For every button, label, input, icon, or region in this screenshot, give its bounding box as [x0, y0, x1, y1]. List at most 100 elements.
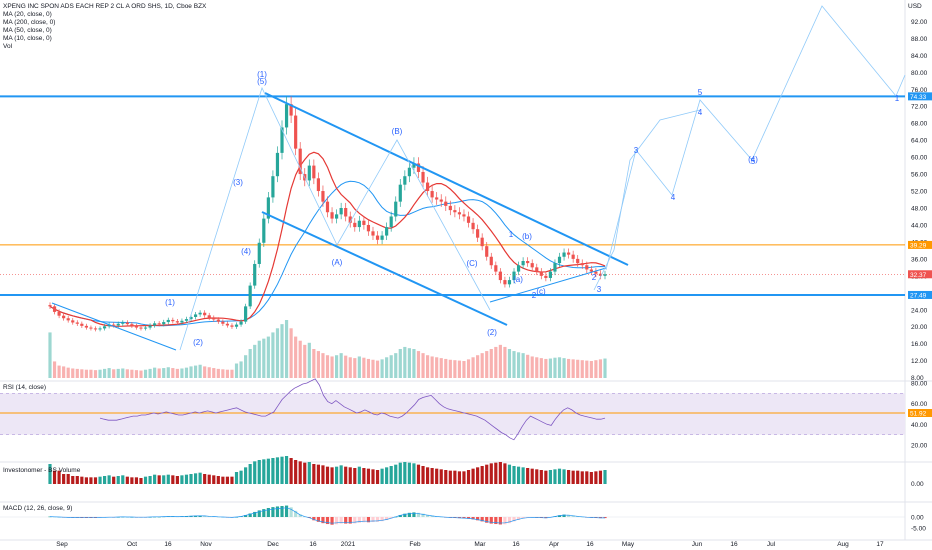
candle-body	[435, 197, 439, 200]
bs-volume-bar	[398, 462, 402, 484]
bs-volume-bar	[330, 467, 334, 484]
volume-bar	[112, 369, 116, 378]
bs-volume-bar	[576, 470, 580, 484]
volume-bar	[230, 369, 234, 378]
volume-bar	[466, 359, 471, 378]
candle-body	[335, 214, 339, 219]
bs-volume-bar	[153, 474, 157, 484]
macd-histogram-bar	[498, 517, 502, 525]
bs-volume-bar	[348, 467, 352, 484]
time-tick-label: Jul	[767, 541, 776, 548]
triangle-lower-line	[489, 267, 607, 303]
volume-bar	[225, 369, 230, 378]
time-tick-label: 16	[730, 541, 738, 548]
candle-body	[439, 199, 443, 202]
time-tick-label: Jun	[692, 541, 703, 548]
macd-line	[49, 507, 605, 524]
rsi-pane-title[interactable]: RSI (14, close)	[3, 384, 46, 391]
candle-body	[271, 176, 275, 198]
bs-volume-pane-title[interactable]: Investonomer - BS Volume	[3, 467, 81, 474]
bs-volume-bar	[407, 462, 411, 484]
bs-volume-bar	[289, 458, 293, 484]
volume-bar	[321, 353, 325, 378]
volume-bar	[567, 358, 571, 378]
volume-bar	[307, 342, 311, 378]
candle-body	[407, 167, 411, 177]
bs-volume-bar	[116, 476, 120, 484]
candle-body	[184, 319, 189, 321]
candle-body	[280, 127, 284, 153]
price-tick-label: 36.00	[911, 256, 928, 263]
bs-volume-bar	[335, 466, 339, 484]
volume-bar	[462, 361, 466, 378]
legend-vol[interactable]: Vol	[3, 43, 13, 50]
bs-volume-bar	[503, 463, 507, 484]
volume-bar	[553, 357, 557, 378]
volume-bar	[580, 360, 584, 378]
candle-body	[239, 321, 243, 325]
volume-bar	[52, 361, 57, 378]
bs-volume-bar	[162, 475, 166, 484]
volume-bar	[289, 328, 293, 378]
bs-volume-bar	[298, 461, 302, 484]
price-tick-label: 80.00	[911, 70, 928, 77]
bs-volume-bar	[462, 471, 466, 484]
wave-label: (b)	[522, 232, 532, 241]
time-tick-label: Feb	[409, 541, 421, 548]
volume-bar	[89, 369, 93, 378]
bs-volume-bar	[207, 474, 211, 484]
rsi-tick-label: 40.00	[911, 422, 928, 429]
time-tick-label: Aug	[837, 541, 849, 548]
volume-bar	[75, 368, 79, 378]
candle-body	[516, 265, 521, 272]
price-tick-label: 84.00	[911, 53, 928, 60]
wave-label: (5)	[257, 77, 267, 86]
macd-histogram-bar	[289, 507, 293, 517]
legend-ma200[interactable]: MA (200, close, 0)	[3, 19, 56, 26]
volume-bar	[476, 355, 480, 378]
bs-volume-bar	[307, 462, 311, 484]
bs-volume-bar	[548, 470, 553, 484]
volume-bar	[348, 357, 352, 378]
legend-ma20[interactable]: MA (20, close, 0)	[3, 11, 52, 18]
bs-volume-bar	[52, 470, 57, 484]
wave-label: 2	[592, 273, 597, 282]
bs-volume-bar	[134, 477, 139, 484]
volume-bar	[380, 359, 384, 378]
bs-volume-bar	[380, 468, 384, 484]
volume-bar	[398, 349, 402, 378]
volume-bar	[335, 355, 339, 378]
bs-volume-bar	[435, 468, 439, 484]
wave-path-a	[179, 86, 491, 351]
legend-ma10[interactable]: MA (10, close, 0)	[3, 35, 52, 42]
bs-volume-bar	[448, 470, 452, 484]
volume-bar	[362, 357, 366, 378]
volume-bar	[116, 368, 120, 378]
macd-histogram-bar	[248, 513, 252, 517]
candle-body	[125, 322, 129, 325]
bs-volume-bar	[553, 469, 557, 484]
macd-histogram-bar	[462, 517, 466, 519]
bs-volume-bar	[598, 470, 603, 484]
macd-tick-label: 0.00	[911, 515, 924, 522]
price-tick-label: 68.00	[911, 121, 928, 128]
volume-bar	[162, 368, 166, 378]
bs-volume-bar	[421, 466, 425, 484]
candle-body	[553, 263, 557, 272]
macd-histogram-bar	[412, 512, 416, 517]
bs-volume-bar	[480, 466, 484, 484]
candle-body	[244, 306, 248, 322]
candle-body	[353, 222, 357, 228]
candle-body	[316, 178, 320, 192]
candle-body	[57, 311, 61, 316]
candle-body	[321, 191, 325, 202]
macd-pane-title[interactable]: MACD (12, 26, close, 9)	[3, 505, 73, 512]
channel-lower-line	[261, 211, 508, 326]
candle-body	[403, 176, 407, 185]
bs-volume-bar	[71, 476, 75, 484]
macd-histogram-bar	[262, 509, 266, 517]
legend-ma50[interactable]: MA (50, close, 0)	[3, 27, 52, 34]
bs-volume-bar	[516, 466, 521, 484]
bs-volume-bar	[75, 476, 79, 484]
